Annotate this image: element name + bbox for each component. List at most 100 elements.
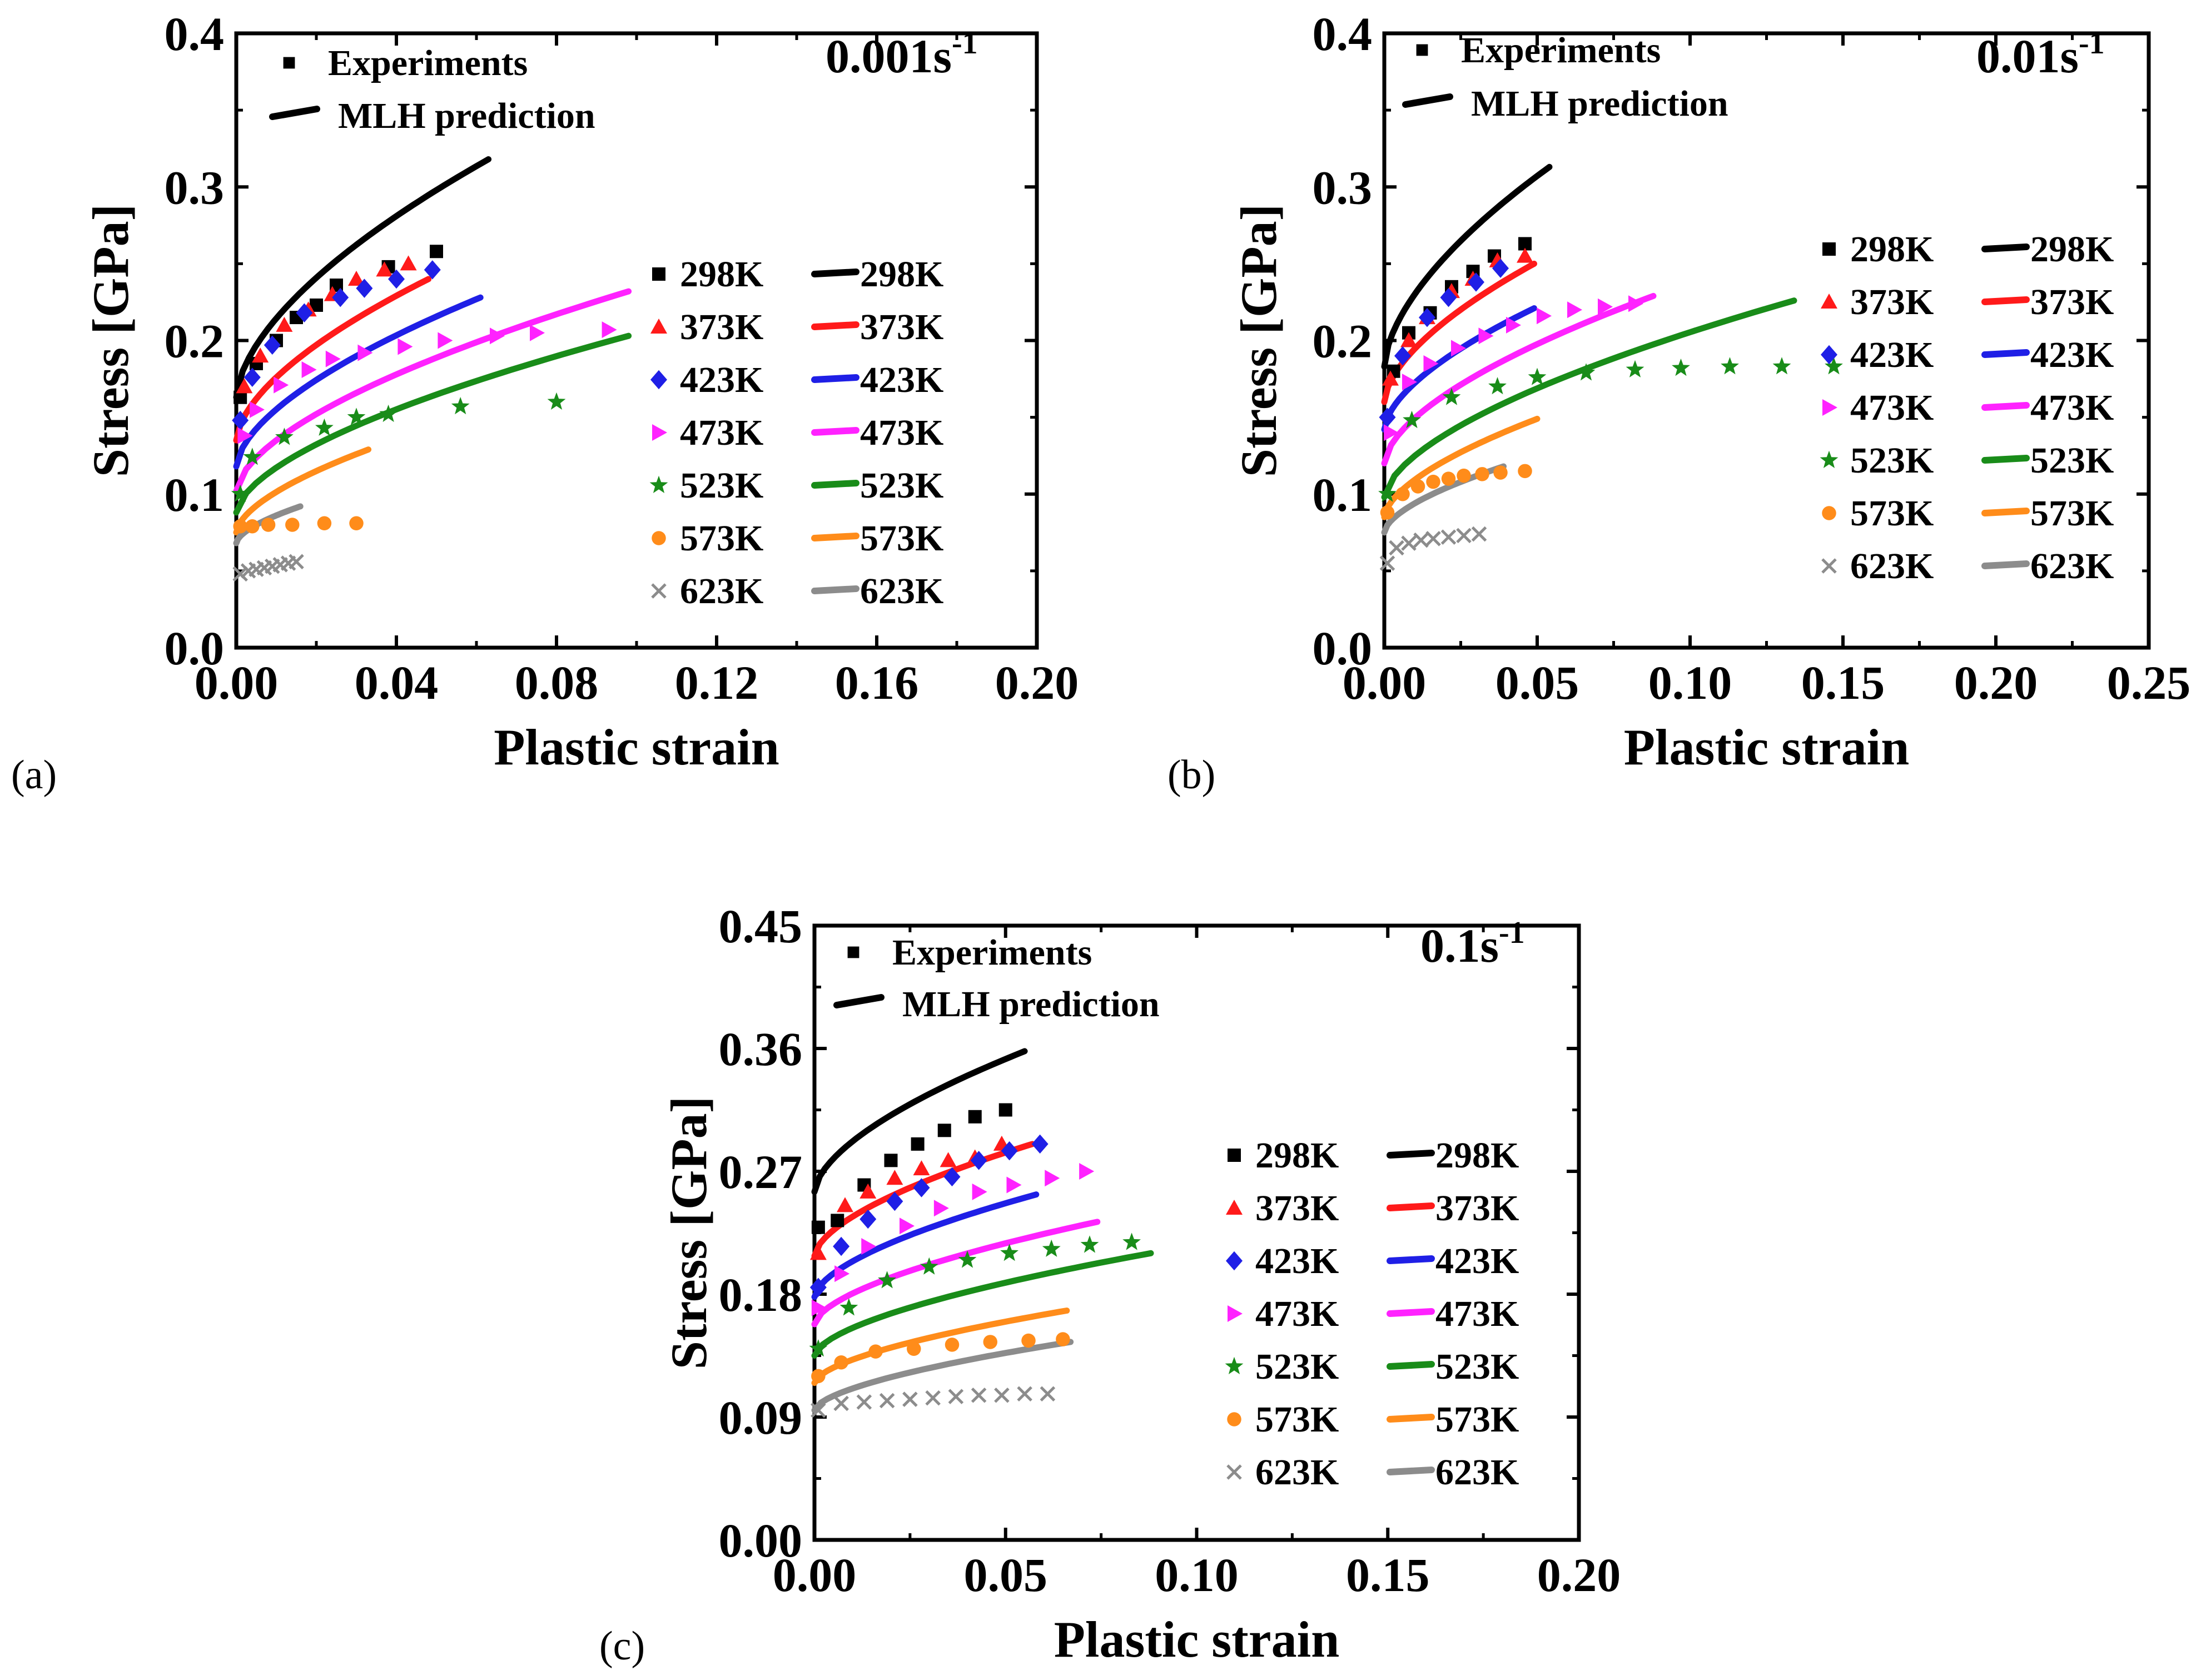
- data-point-523k: [839, 1298, 858, 1316]
- data-point-573k: [245, 519, 260, 534]
- x-axis-label: Plastic strain: [1624, 719, 1910, 776]
- data-point-523k: [243, 448, 262, 465]
- legend-pred-label-623k: 623K: [2030, 546, 2114, 586]
- data-point-373k: [236, 378, 253, 394]
- legend-experiments-marker: [1416, 44, 1428, 56]
- data-point-473k: [438, 332, 453, 349]
- legend-pred-label-298k: 298K: [1435, 1135, 1519, 1176]
- data-point-423k: [1440, 287, 1457, 307]
- legend-prediction-label: MLH prediction: [338, 96, 595, 136]
- data-point-623k: [833, 1395, 849, 1411]
- data-point-373k: [809, 1245, 827, 1260]
- x-tick-label: 0.10: [1648, 656, 1732, 709]
- data-point-573k: [1380, 505, 1395, 520]
- data-point-523k: [1577, 363, 1596, 381]
- prediction-curve-373k: [233, 276, 432, 444]
- data-point-373k: [886, 1170, 903, 1185]
- legend-exp-label-523k: 523K: [1850, 440, 1934, 481]
- data-point-473k: [1598, 298, 1613, 315]
- data-point-423k: [1419, 307, 1435, 327]
- data-point-423k: [332, 287, 349, 307]
- data-point-473k: [325, 350, 341, 367]
- data-point-623k: [1401, 535, 1417, 551]
- data-point-423k: [244, 367, 261, 387]
- x-tick-label: 0.05: [1495, 656, 1579, 709]
- legend-marker-373k: [1821, 294, 1837, 309]
- legend-pred-label-298k: 298K: [860, 254, 943, 295]
- data-point-473k: [274, 376, 289, 394]
- data-point-523k: [1626, 360, 1644, 377]
- prediction-curve-523k: [1381, 297, 1797, 500]
- x-tick-label: 0.00: [1343, 656, 1427, 709]
- legend-marker-473k: [1228, 1305, 1243, 1322]
- data-point-523k: [1000, 1244, 1018, 1261]
- x-tick-label: 0.15: [1801, 656, 1885, 709]
- data-point-573k: [349, 516, 364, 530]
- legend-exp-label-373k: 373K: [680, 307, 763, 347]
- prediction-curve-623k: [811, 1339, 1074, 1414]
- y-tick-label: 0.0: [165, 622, 225, 675]
- legend-line-298k: [1387, 1150, 1435, 1159]
- legend-experiments-marker: [847, 946, 859, 958]
- legend-exp-label-373k: 373K: [1255, 1188, 1339, 1229]
- data-point-373k: [1517, 247, 1533, 263]
- data-point-473k: [301, 361, 317, 378]
- legend-line-473k: [1981, 402, 2030, 411]
- data-point-473k: [972, 1183, 987, 1200]
- data-point-473k: [811, 1299, 827, 1316]
- y-tick-label: 0.27: [719, 1145, 803, 1199]
- data-point-523k: [1672, 359, 1690, 376]
- data-point-473k: [1567, 301, 1582, 319]
- data-point-623k: [925, 1390, 941, 1406]
- data-point-473k: [1506, 316, 1521, 334]
- x-tick-label: 0.05: [964, 1548, 1048, 1602]
- data-point-573k: [1457, 468, 1471, 483]
- x-tick-label: 0.20: [1537, 1548, 1621, 1602]
- data-point-423k: [970, 1151, 987, 1170]
- legend-exp-label-523k: 523K: [680, 465, 763, 506]
- data-point-573k: [1426, 474, 1440, 489]
- legend-exp-label-473k: 473K: [1850, 387, 1934, 428]
- legend-pred-label-573k: 573K: [860, 518, 943, 559]
- legend-exp-label-423k: 423K: [1255, 1241, 1339, 1281]
- legend-pred-label-473k: 473K: [2030, 387, 2114, 428]
- x-tick-label: 0.00: [195, 656, 279, 709]
- strain-rate-label: 0.01s-1: [1976, 26, 2105, 83]
- data-point-473k: [1045, 1170, 1060, 1187]
- data-point-623k: [879, 1393, 895, 1409]
- data-point-623k: [1017, 1386, 1032, 1402]
- legend-line-523k: [1981, 455, 2030, 464]
- x-tick-label: 0.08: [515, 656, 599, 709]
- legend-pred-label-373k: 373K: [1435, 1188, 1519, 1229]
- panel-label-a: (a): [11, 752, 57, 798]
- legend-pred-label-473k: 473K: [860, 412, 943, 453]
- data-point-523k: [315, 418, 334, 436]
- data-point-573k: [1493, 465, 1508, 480]
- data-point-623k: [1456, 528, 1472, 544]
- data-point-473k: [357, 344, 373, 361]
- legend-line-423k: [1981, 349, 2030, 358]
- data-point-523k: [231, 484, 250, 502]
- data-point-423k: [809, 1278, 827, 1297]
- data-point-573k: [1475, 467, 1489, 481]
- series-legend: 298K 298K 373K 373K 423K 423K 473K 473K 523K 523K…: [1820, 229, 2114, 586]
- data-point-473k: [1423, 355, 1439, 372]
- chart-panel-a: 0.00 0.04 0.08 0.12 0.16 0.20 0.0 0.1 0.2 0.3 0.4 P…: [11, 7, 1079, 798]
- prediction-curve-473k: [233, 288, 632, 494]
- y-tick-label: 0.1: [165, 468, 225, 521]
- legend-pred-label-423k: 423K: [1435, 1241, 1519, 1281]
- data-point-523k: [1488, 377, 1507, 395]
- data-point-423k: [943, 1167, 961, 1187]
- data-point-423k: [1031, 1134, 1049, 1154]
- data-point-623k: [1379, 555, 1395, 571]
- legend-pred-label-373k: 373K: [860, 307, 943, 347]
- data-point-423k: [356, 279, 373, 298]
- data-point-373k: [376, 261, 393, 277]
- strain-rate-value: 0.001s: [826, 29, 952, 83]
- data-point-473k: [900, 1217, 915, 1235]
- data-point-623k: [902, 1391, 918, 1407]
- data-point-423k: [1001, 1141, 1018, 1161]
- data-point-298k: [911, 1137, 925, 1151]
- data-point-373k: [1382, 370, 1399, 386]
- legend-pred-label-623k: 623K: [1435, 1452, 1519, 1493]
